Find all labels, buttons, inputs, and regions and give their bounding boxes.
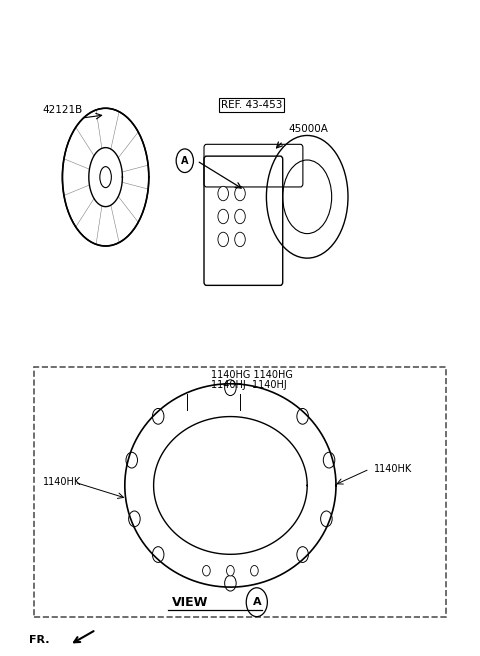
- Circle shape: [153, 546, 164, 562]
- Ellipse shape: [218, 186, 228, 201]
- Ellipse shape: [100, 167, 111, 188]
- Text: FR.: FR.: [29, 634, 49, 645]
- Text: 45000A: 45000A: [288, 125, 328, 134]
- Circle shape: [126, 452, 137, 468]
- Ellipse shape: [218, 209, 228, 224]
- Circle shape: [297, 546, 308, 562]
- Text: A: A: [252, 597, 261, 607]
- Circle shape: [203, 565, 210, 576]
- Text: 42121B: 42121B: [42, 105, 83, 115]
- Circle shape: [153, 409, 164, 424]
- Ellipse shape: [235, 209, 245, 224]
- Circle shape: [321, 511, 332, 527]
- Text: 1140HJ  1140HJ: 1140HJ 1140HJ: [211, 380, 287, 390]
- Circle shape: [225, 380, 236, 396]
- Ellipse shape: [235, 186, 245, 201]
- Circle shape: [129, 511, 140, 527]
- Circle shape: [297, 409, 308, 424]
- Circle shape: [227, 565, 234, 576]
- Circle shape: [225, 575, 236, 591]
- Text: REF. 43-453: REF. 43-453: [221, 100, 282, 110]
- Circle shape: [324, 452, 335, 468]
- Text: 1140HK: 1140HK: [43, 477, 82, 487]
- Ellipse shape: [218, 232, 228, 247]
- Circle shape: [251, 565, 258, 576]
- Text: 1140HG 1140HG: 1140HG 1140HG: [211, 371, 293, 380]
- Text: VIEW: VIEW: [172, 596, 209, 609]
- Text: 1140HK: 1140HK: [374, 464, 413, 474]
- Ellipse shape: [235, 232, 245, 247]
- Text: A: A: [181, 155, 189, 166]
